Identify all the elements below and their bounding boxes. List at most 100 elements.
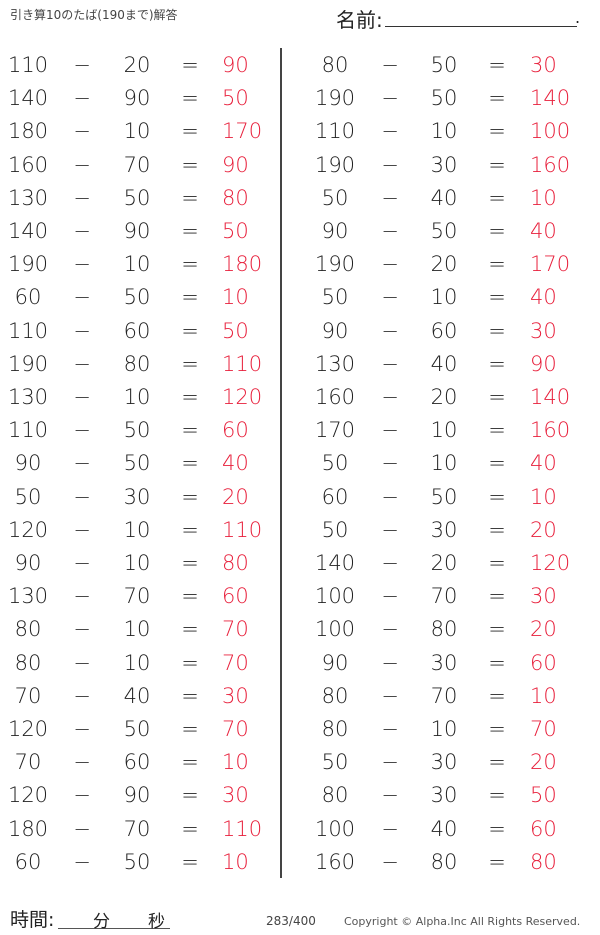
answer: 60 [222, 418, 249, 443]
problem-row: 160 − 20 = 140 [0, 382, 600, 412]
minuend: 90 [321, 219, 349, 243]
problem-row: 60 − 50 = 10 [0, 282, 600, 312]
equals-sign: = [488, 252, 506, 277]
equals-sign: = [488, 185, 506, 210]
equals-sign: = [488, 849, 506, 874]
minutes-label: 分 [93, 912, 110, 932]
time-label: 時間: [10, 909, 55, 931]
equals-sign: = [488, 650, 506, 675]
equals-sign: = [181, 484, 199, 509]
subtrahend: 10 [430, 119, 458, 144]
problem-row: 90 − 50 = 40 [0, 216, 600, 246]
equals-sign: = [181, 219, 199, 243]
answer: 110 [222, 351, 263, 376]
subtrahend: 20 [430, 551, 458, 575]
minus-sign: − [381, 816, 399, 841]
problem-row: 70 − 60 = 10 [0, 747, 600, 777]
problem-row: 70 − 40 = 30 [0, 681, 600, 711]
minuend: 90 [321, 650, 349, 675]
problem-row: 90 − 30 = 60 [0, 648, 600, 678]
answer: 80 [222, 185, 249, 210]
minus-sign: − [381, 617, 399, 642]
minus-sign: − [381, 351, 399, 376]
problem-row: 120−90 = 30 [0, 780, 600, 810]
minus-sign: − [381, 318, 399, 343]
answer: 10 [530, 185, 557, 210]
minuend: 50 [321, 185, 349, 210]
minuend: 50 [321, 285, 349, 310]
minuend: 100 [314, 816, 356, 841]
subtrahend: 60 [123, 750, 151, 775]
time-field[interactable] [58, 928, 170, 929]
subtrahend: 10 [123, 252, 151, 277]
equals-sign: = [181, 119, 199, 144]
name-end: . [575, 8, 581, 27]
equals-sign: = [181, 152, 199, 177]
minuend: 120 [7, 717, 49, 741]
subtrahend: 40 [430, 351, 458, 376]
minuend: 160 [7, 152, 49, 177]
problem-row: 60 − 50 = 10 [0, 482, 600, 512]
equals-sign: = [488, 783, 506, 808]
problem-row: 130−50 = 80 [0, 183, 600, 213]
minuend: 80 [321, 53, 349, 77]
problem-row: 110−20 = 90 [0, 50, 600, 80]
equals-sign: = [181, 53, 199, 77]
subtrahend: 10 [430, 285, 458, 310]
minuend: 190 [7, 351, 49, 376]
subtrahend: 30 [430, 517, 458, 542]
minus-sign: − [381, 750, 399, 775]
minus-sign: − [381, 584, 399, 609]
subtrahend: 60 [430, 318, 458, 343]
problem-row: 80 − 10 = 70 [0, 648, 600, 678]
minus-sign: − [73, 551, 91, 575]
minus-sign: − [381, 717, 399, 741]
equals-sign: = [181, 617, 199, 642]
problem-row: 110−10 = 100 [0, 116, 600, 146]
subtrahend: 90 [123, 219, 151, 243]
problem-row: 80 − 30 = 50 [0, 780, 600, 810]
equals-sign: = [488, 517, 506, 542]
subtrahend: 50 [123, 717, 151, 741]
subtrahend: 10 [123, 385, 151, 409]
minus-sign: − [73, 86, 91, 111]
minus-sign: − [73, 385, 91, 409]
minuend: 70 [14, 683, 42, 708]
worksheet-title: 引き算10のたば(190まで)解答 [10, 8, 178, 22]
problem-row: 100−40 = 60 [0, 814, 600, 844]
problem-row: 50 − 30 = 20 [0, 515, 600, 545]
seconds-label: 秒 [148, 912, 165, 932]
answer: 40 [530, 451, 557, 476]
answer: 90 [222, 53, 249, 77]
subtrahend: 40 [430, 816, 458, 841]
equals-sign: = [181, 816, 199, 841]
minus-sign: − [381, 86, 399, 111]
problem-row: 190−80 = 110 [0, 349, 600, 379]
answer: 50 [530, 783, 557, 808]
equals-sign: = [488, 86, 506, 111]
name-field[interactable] [385, 26, 577, 27]
minus-sign: − [381, 385, 399, 409]
problem-row: 130−10 = 120 [0, 382, 600, 412]
problem-row: 100−80 = 20 [0, 614, 600, 644]
equals-sign: = [181, 783, 199, 808]
subtrahend: 20 [430, 385, 458, 409]
problem-row: 140 − 20 = 120 [0, 548, 600, 578]
equals-sign: = [181, 385, 199, 409]
subtrahend: 10 [123, 551, 151, 575]
equals-sign: = [181, 683, 199, 708]
subtrahend: 40 [430, 185, 458, 210]
problem-row: 120−10 = 110 [0, 515, 600, 545]
minus-sign: − [381, 517, 399, 542]
equals-sign: = [181, 86, 199, 111]
minuend: 180 [7, 816, 49, 841]
minus-sign: − [381, 219, 399, 243]
subtrahend: 30 [430, 152, 458, 177]
problem-row: 130−70 = 60 [0, 581, 600, 611]
minuend: 190 [314, 86, 356, 111]
minuend: 110 [7, 53, 49, 77]
answer: 120 [222, 385, 263, 409]
subtrahend: 30 [123, 484, 151, 509]
answer: 20 [530, 517, 557, 542]
